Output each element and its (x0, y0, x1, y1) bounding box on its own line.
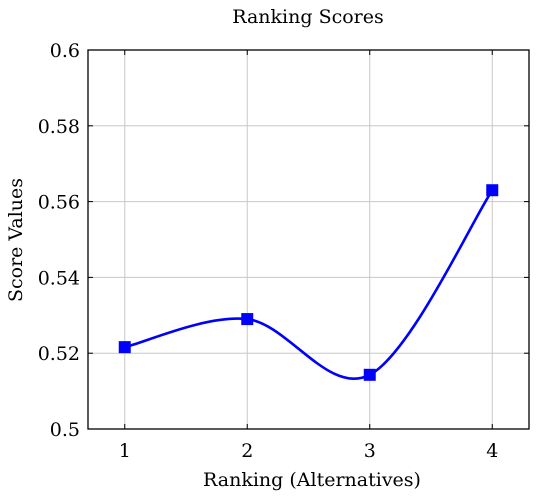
data-point-marker (363, 368, 376, 381)
y-tick-label: 0.6 (50, 40, 80, 62)
data-point-marker (118, 341, 131, 354)
x-tick-label: 3 (364, 440, 376, 462)
series-group (118, 184, 499, 381)
y-tick-label: 0.5 (50, 419, 80, 441)
y-axis-title: Score Values (5, 178, 27, 302)
y-tick-labels: 0.5 0.52 0.54 0.56 0.58 0.6 (38, 40, 80, 441)
y-tick-label: 0.54 (38, 267, 80, 289)
x-tick-label: 4 (486, 440, 498, 462)
y-tick-label: 0.52 (38, 343, 80, 365)
y-tick-label: 0.56 (38, 192, 80, 214)
x-tick-label: 2 (241, 440, 253, 462)
x-axis-title: Ranking (Alternatives) (203, 469, 421, 491)
grid-lines (88, 49, 529, 430)
data-point-marker (241, 313, 254, 326)
data-point-marker (486, 184, 499, 197)
x-tick-label: 1 (119, 440, 131, 462)
axis-ticks (88, 49, 529, 430)
series-line (124, 189, 494, 381)
plot-frame (87, 49, 530, 430)
x-tick-labels: 1 2 3 4 (119, 440, 499, 462)
chart-title: Ranking Scores (232, 6, 384, 28)
y-tick-label: 0.58 (38, 116, 80, 138)
